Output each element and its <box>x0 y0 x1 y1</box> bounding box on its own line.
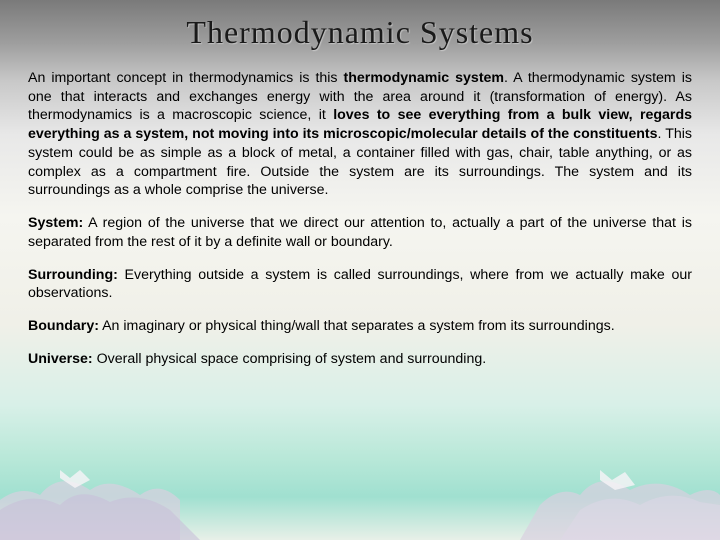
mountain-decoration <box>0 440 720 540</box>
slide-content: An important concept in thermodynamics i… <box>0 61 720 369</box>
intro-bold-1: thermodynamic system <box>344 70 505 86</box>
text-surrounding: Everything outside a system is called su… <box>28 267 692 302</box>
slide-title: Thermodynamic Systems <box>0 0 720 61</box>
slide-container: Thermodynamic Systems An important conce… <box>0 0 720 540</box>
definition-surrounding: Surrounding: Everything outside a system… <box>28 266 692 303</box>
definition-universe: Universe: Overall physical space compris… <box>28 350 692 369</box>
term-surrounding: Surrounding: <box>28 267 118 283</box>
intro-paragraph: An important concept in thermodynamics i… <box>28 69 692 200</box>
text-universe: Overall physical space comprising of sys… <box>93 351 487 367</box>
term-boundary: Boundary: <box>28 318 99 334</box>
text-boundary: An imaginary or physical thing/wall that… <box>99 318 615 334</box>
text-system: A region of the universe that we direct … <box>28 215 692 250</box>
intro-text-1: An important concept in thermodynamics i… <box>28 70 344 86</box>
definition-system: System: A region of the universe that we… <box>28 214 692 251</box>
term-universe: Universe: <box>28 351 93 367</box>
term-system: System: <box>28 215 83 231</box>
definition-boundary: Boundary: An imaginary or physical thing… <box>28 317 692 336</box>
